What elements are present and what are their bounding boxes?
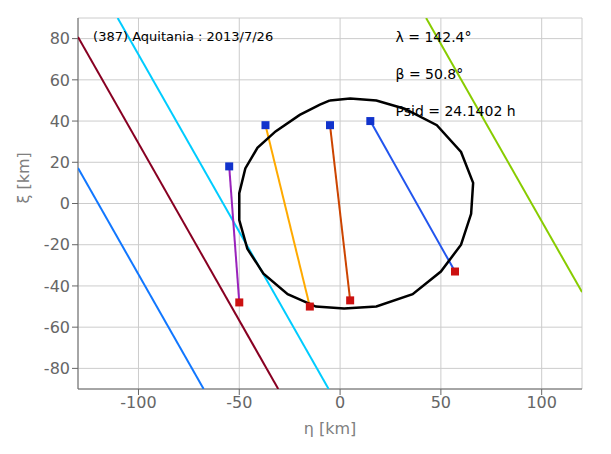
svg-text:20: 20	[50, 153, 70, 172]
svg-text:40: 40	[50, 112, 70, 131]
html-text:λ = 142.4°: λ = 142.4°	[395, 29, 472, 46]
svg-text:-40: -40	[44, 277, 70, 296]
svg-text:100: 100	[526, 393, 557, 412]
svg-text:-60: -60	[44, 318, 70, 337]
html-text:Psid = 24.1402 h: Psid = 24.1402 h	[395, 103, 516, 120]
svg-text:η [km]: η [km]	[304, 419, 357, 438]
svg-text:-100: -100	[120, 393, 156, 412]
svg-text:ξ [km]: ξ [km]	[14, 152, 33, 203]
svg-text:80: 80	[50, 29, 70, 48]
html-text:(387) Aquitania : 2013/7/26: (387) Aquitania : 2013/7/26	[93, 29, 274, 45]
svg-text:60: 60	[50, 71, 70, 90]
svg-text:50: 50	[431, 393, 451, 412]
svg-text:-50: -50	[226, 393, 252, 412]
svg-text:-20: -20	[44, 235, 70, 254]
svg-text:-80: -80	[44, 359, 70, 378]
svg-text:0: 0	[335, 393, 345, 412]
svg-text:0: 0	[60, 194, 70, 213]
html-text:β = 50.8°: β = 50.8°	[395, 66, 464, 83]
